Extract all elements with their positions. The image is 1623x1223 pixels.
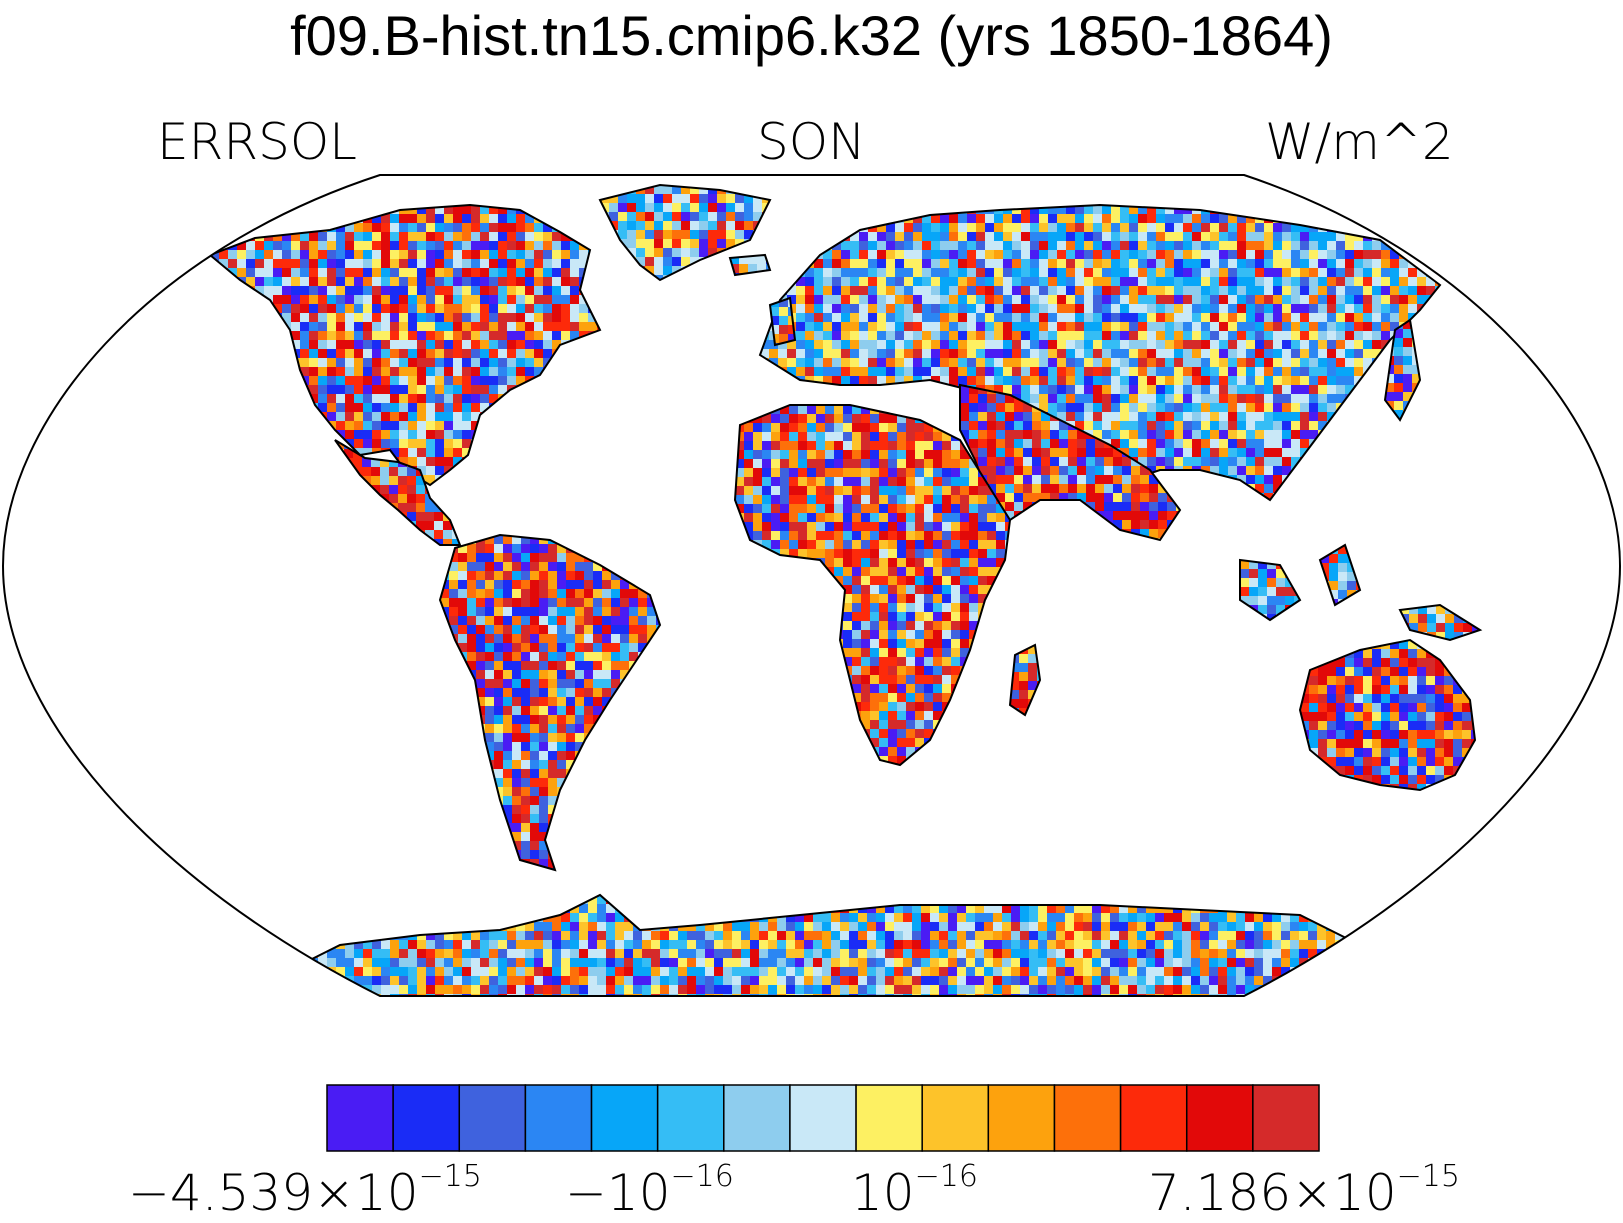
colorbar-swatch-8	[855, 1084, 923, 1152]
colorbar-swatch-7	[789, 1084, 857, 1152]
map-area	[208, 183, 1562, 996]
colorbar-swatch-12	[1119, 1084, 1188, 1152]
page-title: f09.B-hist.tn15.cmip6.k32 (yrs 1850-1864…	[290, 4, 1333, 67]
coastline-africa	[733, 404, 1012, 767]
units-label: W/m^2	[1265, 113, 1454, 171]
colorbar-label-neg: −10−16	[565, 1159, 734, 1222]
colorbar-label-min: −4.539×10−15	[128, 1159, 482, 1222]
coastline-greenland	[598, 183, 772, 282]
coastline-japan	[1383, 318, 1422, 422]
colorbar-swatch-2	[458, 1084, 527, 1152]
colorbar-swatch-6	[723, 1084, 791, 1152]
coastline-se-asia-2	[1318, 543, 1362, 607]
land-south-america	[440, 535, 660, 870]
colorbar-swatch-4	[590, 1084, 659, 1152]
coastline-north-america	[208, 203, 602, 487]
land-north-america	[210, 205, 600, 485]
variable-label: ERRSOL	[157, 113, 358, 171]
colorbar	[326, 1084, 1320, 1152]
colorbar-swatch-0	[326, 1084, 394, 1152]
coastline-new-guinea	[1398, 603, 1483, 642]
coastline-central-america	[334, 439, 462, 546]
globe-outline	[1, 174, 1622, 997]
colorbar-swatch-5	[656, 1084, 725, 1152]
colorbar-label-pos: 10−16	[851, 1159, 978, 1222]
coastline-south-america	[438, 533, 662, 872]
coastline-uk	[768, 296, 797, 347]
colorbar-swatch-11	[1053, 1084, 1122, 1152]
coastline-madagascar	[1008, 643, 1042, 717]
colorbar-swatch-13	[1185, 1084, 1254, 1152]
colorbar-swatch-3	[524, 1084, 593, 1152]
land-new-zealand	[1535, 765, 1560, 815]
colorbar-swatch-14	[1252, 1084, 1320, 1152]
coastline-se-asia-1	[1239, 558, 1302, 622]
season-label: SON	[757, 113, 866, 171]
colorbar-swatch-10	[987, 1084, 1056, 1152]
colorbar-swatch-1	[392, 1084, 461, 1152]
coastline-iceland	[728, 253, 772, 277]
coastline-australia	[1298, 638, 1477, 792]
colorbar-label-max: 7.186×10−15	[1148, 1159, 1460, 1222]
colorbar-swatch-9	[921, 1084, 990, 1152]
coastline-new-zealand	[1533, 763, 1562, 817]
